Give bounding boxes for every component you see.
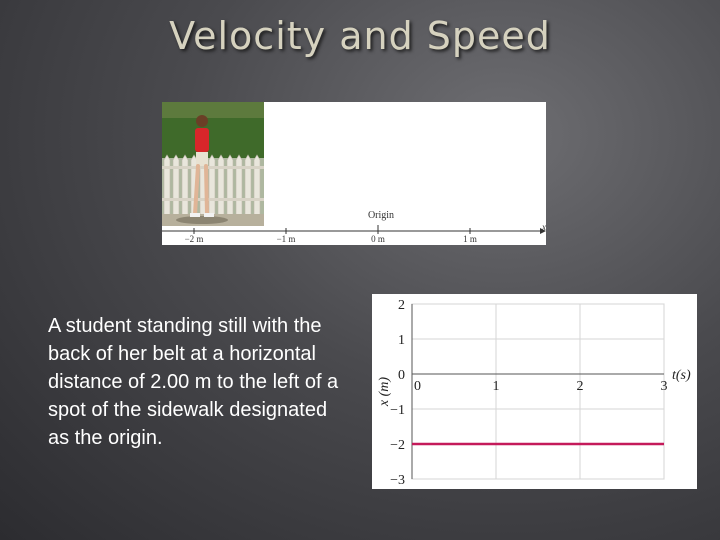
number-line-tick-label: 1 m <box>463 234 477 244</box>
number-line-axis-label: x <box>541 222 546 232</box>
y-tick-label: 2 <box>398 298 405 313</box>
y-tick-label: −2 <box>390 438 405 453</box>
y-tick-label: 1 <box>398 333 405 348</box>
x-tick-label: 0 <box>414 379 421 394</box>
x-tick-label: 1 <box>493 379 500 394</box>
origin-label: Origin <box>368 210 394 221</box>
x-axis-label: t(s) <box>672 368 691 383</box>
number-line-tick-label: 0 m <box>371 234 385 244</box>
y-tick-label: −3 <box>390 473 405 488</box>
number-line-tick-label: −2 m <box>185 234 204 244</box>
slide-title: Velocity and Speed <box>169 14 551 58</box>
y-tick-label: −1 <box>390 403 405 418</box>
caption-text: A student standing still with the back o… <box>48 315 339 449</box>
number-line-tick-label: −1 m <box>277 234 296 244</box>
chart-svg: 2 1 0 −1 −2 −3 0 1 2 3 t(s) x (m) <box>377 298 691 488</box>
student-photo <box>162 102 264 226</box>
number-line: Origin x −2 m −1 m 0 m 1 m <box>162 210 546 244</box>
plot-frame <box>411 303 665 480</box>
student-photo-panel: Origin x −2 m −1 m 0 m 1 m <box>162 102 546 245</box>
position-time-chart: 2 1 0 −1 −2 −3 0 1 2 3 t(s) x (m) <box>372 294 697 489</box>
number-line-arrow <box>540 228 546 234</box>
x-tick-label: 3 <box>661 379 668 394</box>
y-axis-label: x (m) <box>377 377 392 407</box>
y-tick-label: 0 <box>398 368 405 383</box>
x-tick-label: 2 <box>577 379 584 394</box>
